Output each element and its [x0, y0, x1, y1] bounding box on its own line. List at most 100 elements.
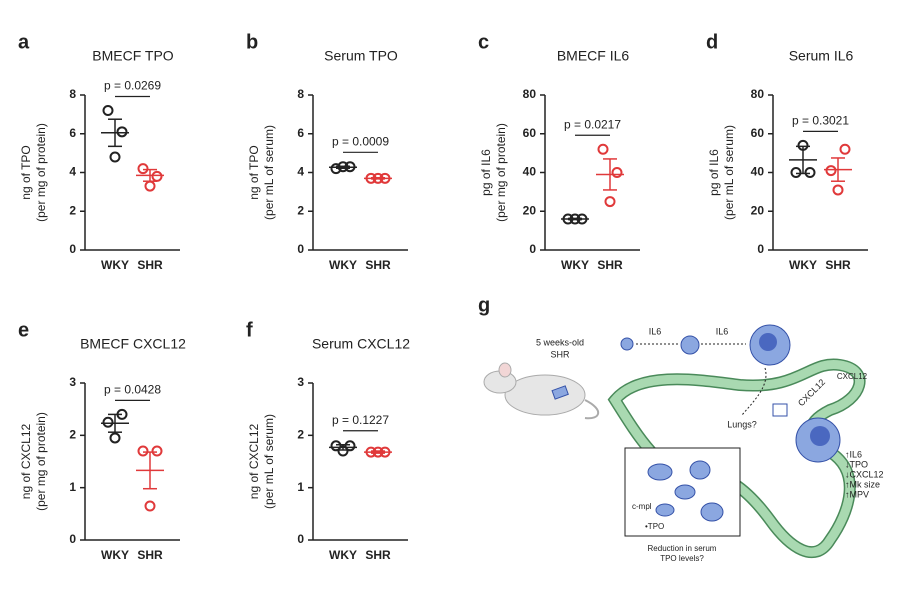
y-tick-label: 2 [297, 203, 304, 217]
ligand-label: •TPO [645, 522, 664, 531]
effect: ↑MPV [845, 489, 869, 499]
chart-title: Serum CXCL12 [312, 336, 410, 352]
inset-caption: Reduction in serum [648, 544, 717, 553]
data-point [330, 440, 342, 452]
data-point [337, 445, 349, 457]
vessel-label: CXCL12 [837, 372, 868, 381]
data-point [137, 163, 149, 175]
data-point [365, 446, 377, 458]
x-tick-label: SHR [137, 258, 163, 272]
chart: f Serum CXCL12 ng of CXCL12 (per mL of seru… [246, 319, 410, 562]
x-tick-label: SHR [597, 258, 623, 272]
y-tick-label: 0 [297, 532, 304, 546]
data-point [365, 172, 377, 184]
data-point [804, 167, 816, 178]
mouse-body [504, 374, 586, 416]
p-value: p = 0.3021 [792, 114, 849, 128]
x-tick-label: SHR [365, 548, 391, 562]
x-tick-label: WKY [561, 258, 589, 272]
data-point [832, 184, 844, 196]
y-axis-label: (per mg of protein) [494, 123, 508, 222]
chart-title: Serum IL6 [789, 48, 854, 64]
y-tick-label: 0 [69, 532, 76, 546]
y-tick-label: 0 [297, 242, 304, 256]
y-axis-label: pg of IL6 [707, 149, 721, 196]
y-tick-label: 0 [757, 242, 764, 256]
y-axis-label: (per mL of serum) [262, 125, 276, 220]
data-point [151, 445, 163, 457]
data-point [611, 167, 623, 178]
chart: c BMECF IL6 pg of IL6 (per mg of protein) 0 2… [478, 31, 640, 272]
data-point [797, 139, 809, 151]
data-point [576, 213, 588, 225]
data-point [102, 105, 114, 116]
y-tick-label: 80 [523, 87, 537, 101]
mouse-label: SHR [550, 349, 570, 359]
data-point [116, 408, 128, 420]
y-tick-label: 3 [297, 375, 304, 389]
x-tick-label: WKY [329, 258, 357, 272]
chart-title: BMECF CXCL12 [80, 336, 186, 352]
data-point [151, 170, 163, 182]
y-tick-label: 8 [297, 87, 304, 101]
y-axis-label: (per mg of protein) [34, 412, 48, 511]
arrow-label: IL6 [716, 326, 729, 336]
data-point [337, 161, 349, 173]
chart: a BMECF TPO ng of TPO (per mg of protein) 0 2… [18, 31, 180, 272]
panel-letter: d [706, 31, 718, 53]
y-tick-label: 40 [751, 165, 765, 179]
data-point [137, 445, 149, 457]
y-axis-label: ng of TPO [19, 145, 33, 199]
data-point [109, 151, 121, 163]
y-tick-label: 20 [751, 203, 765, 217]
bone-icon [551, 385, 569, 400]
y-tick-label: 4 [69, 165, 76, 179]
cell [655, 503, 675, 517]
y-tick-label: 0 [69, 242, 76, 256]
panel-letter: b [246, 31, 258, 53]
p-value: p = 0.0269 [104, 79, 161, 93]
x-tick-label: WKY [329, 548, 357, 562]
y-tick-label: 40 [523, 165, 537, 179]
effect: ↑Mk size [845, 479, 880, 489]
arrow [741, 367, 767, 416]
data-point [825, 165, 837, 177]
y-tick-label: 60 [751, 126, 765, 140]
effect: ↓CXCL12 [845, 469, 884, 479]
y-axis-label: (per mL of serum) [722, 125, 736, 220]
data-point [839, 143, 851, 155]
diagram: g 5 weeks-old SHR IL6 IL6 Lungs? CXCL12 … [478, 294, 884, 563]
cell [680, 335, 700, 355]
y-axis-label: ng of CXCL12 [247, 423, 261, 499]
effect: ↓TPO [845, 459, 868, 469]
y-tick-label: 20 [523, 203, 537, 217]
y-tick-label: 2 [69, 203, 76, 217]
data-point [379, 172, 391, 184]
chart: d Serum IL6 pg of IL6 (per mL of serum) 0 20 4… [706, 31, 868, 272]
data-point [379, 446, 391, 458]
platelet-box [772, 403, 788, 417]
x-tick-label: WKY [789, 258, 817, 272]
y-tick-label: 80 [751, 87, 765, 101]
inset-caption: TPO levels? [660, 554, 704, 563]
y-tick-label: 0 [529, 242, 536, 256]
y-tick-label: 4 [297, 165, 304, 179]
receptor-label: c-mpl [632, 502, 652, 511]
data-point [569, 213, 581, 225]
y-axis-label: (per mg of protein) [34, 123, 48, 222]
y-tick-label: 6 [69, 126, 76, 140]
data-point [597, 143, 609, 155]
y-tick-label: 6 [297, 126, 304, 140]
y-axis-label: ng of CXCL12 [19, 423, 33, 499]
y-axis-label: (per mL of serum) [262, 414, 276, 509]
nucleus [810, 426, 830, 446]
y-tick-label: 1 [69, 480, 76, 494]
chart: e BMECF CXCL12 ng of CXCL12 (per mg of prot… [18, 319, 186, 562]
y-tick-label: 2 [297, 428, 304, 442]
p-value: p = 0.0217 [564, 117, 621, 131]
mouse-ear [498, 362, 512, 378]
panel-letter: f [246, 319, 253, 341]
data-point [144, 500, 156, 512]
cell [620, 337, 634, 351]
